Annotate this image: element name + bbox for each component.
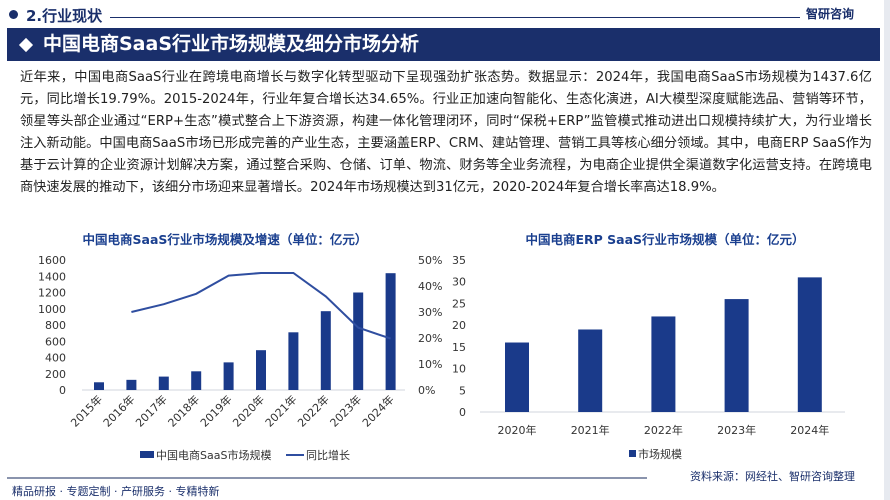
- logo: 智研咨询: [806, 7, 855, 21]
- chart1-y-tick: 800: [45, 319, 66, 332]
- chart2-y-tick: 20: [452, 319, 466, 332]
- chart1-y2-tick: 0%: [418, 384, 435, 397]
- chart2-y-tick: 35: [452, 254, 466, 267]
- chart2-x-tick: 2021年: [571, 423, 610, 437]
- chart1-x-tick: 2020年: [230, 392, 267, 429]
- chart1-bar: [288, 332, 299, 390]
- chart2-title: 中国电商ERP SaaS行业市场规模（单位：亿元）: [525, 232, 805, 247]
- chart2-bar: [724, 299, 749, 412]
- chart2-legend-swatch: [629, 450, 636, 457]
- side-strip: [884, 0, 890, 500]
- footer-divider: [7, 477, 647, 479]
- chart2-y-tick: 30: [452, 276, 466, 289]
- chart1-legend-bar-swatch: [140, 451, 154, 458]
- chart1-y-tick: 1200: [38, 287, 66, 300]
- body-paragraph: 近年来，中国电商SaaS行业在跨境电商增长与数字化转型驱动下呈现强劲扩张态势。数…: [20, 70, 872, 195]
- chart1-bar: [353, 292, 364, 390]
- chart1-x-tick: 2021年: [262, 392, 299, 429]
- page-title: 中国电商SaaS行业市场规模及细分市场分析: [43, 33, 420, 55]
- chart1-y2-tick: 10%: [418, 358, 442, 371]
- chart1-y-tick: 1600: [38, 254, 66, 267]
- chart1-y-tick: 200: [45, 368, 66, 381]
- chart1-x-tick: 2016年: [100, 392, 137, 429]
- chart2-bar: [651, 316, 676, 412]
- chart1-bar: [256, 350, 266, 390]
- chart1-bar: [320, 311, 331, 390]
- chart1-y-tick: 400: [45, 352, 66, 365]
- chart1-bar: [158, 376, 169, 390]
- footer-slogan: 精品研报 · 专题定制 · 产研服务 · 专精特新: [12, 485, 220, 498]
- chart1-bar: [126, 379, 137, 390]
- chart1-bar: [191, 371, 202, 390]
- chart1-y-tick: 0: [59, 384, 66, 397]
- chart2-bar: [797, 277, 822, 412]
- chart1-bar: [223, 362, 234, 390]
- chart1-y2-tick: 40%: [418, 280, 442, 293]
- page-title-banner: 中国电商SaaS行业市场规模及细分市场分析: [7, 28, 880, 61]
- chart1-bar: [385, 273, 396, 390]
- chart2-y-tick: 10: [452, 363, 466, 376]
- chart1-y2-tick: 50%: [418, 254, 442, 267]
- chart1-x-tick: 2017年: [132, 392, 169, 429]
- chart1-title: 中国电商SaaS行业市场规模及增速（单位：亿元）: [82, 232, 368, 247]
- chart1-x-tick: 2024年: [359, 392, 396, 429]
- chart2-y-tick: 5: [459, 384, 466, 397]
- chart2-x-tick: 2022年: [644, 423, 683, 437]
- chart1-y2-tick: 30%: [418, 306, 442, 319]
- chart1-legend-line-label: 同比增长: [306, 448, 350, 462]
- divider: [110, 17, 800, 18]
- chart2-x-tick: 2024年: [790, 423, 829, 437]
- chart2-x-tick: 2023年: [717, 423, 756, 437]
- chart1-y-tick: 600: [45, 335, 66, 348]
- source-note: 资料来源：网经社、智研咨询整理: [690, 470, 855, 483]
- chart2-y-tick: 15: [452, 341, 466, 354]
- chart1-y-tick: 1400: [38, 270, 66, 283]
- chart1-x-tick: 2023年: [327, 392, 364, 429]
- chart1-x-tick: 2015年: [68, 392, 105, 429]
- chart2-y-tick: 0: [459, 406, 466, 419]
- chart2-bar: [578, 329, 603, 412]
- chart2-legend-label: 市场规模: [638, 447, 682, 461]
- chart1-x-tick: 2022年: [294, 392, 331, 429]
- chart1-y-tick: 1000: [38, 303, 66, 316]
- chart2-bar: [505, 342, 529, 412]
- chart1-x-tick: 2018年: [165, 392, 202, 429]
- section-title: 2.行业现状: [26, 7, 103, 25]
- chart1-legend-bar-label: 中国电商SaaS市场规模: [156, 448, 271, 462]
- chart2-x-tick: 2020年: [498, 423, 537, 437]
- chart1-growth-line: [131, 272, 391, 340]
- chart2-y-tick: 25: [452, 297, 466, 310]
- section-bullet-icon: [9, 10, 18, 19]
- chart1-bar: [94, 382, 104, 390]
- chart1-x-tick: 2019年: [197, 392, 234, 429]
- chart1-y2-tick: 20%: [418, 332, 442, 345]
